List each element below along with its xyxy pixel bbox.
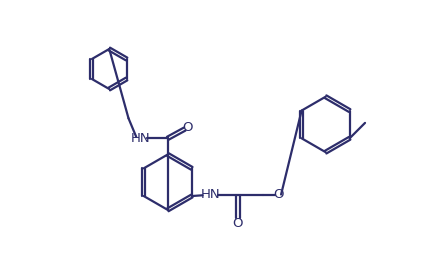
Text: O: O xyxy=(233,217,243,230)
Text: O: O xyxy=(183,121,193,134)
Text: HN: HN xyxy=(131,132,151,145)
Text: HN: HN xyxy=(200,188,220,201)
Text: O: O xyxy=(273,188,283,201)
